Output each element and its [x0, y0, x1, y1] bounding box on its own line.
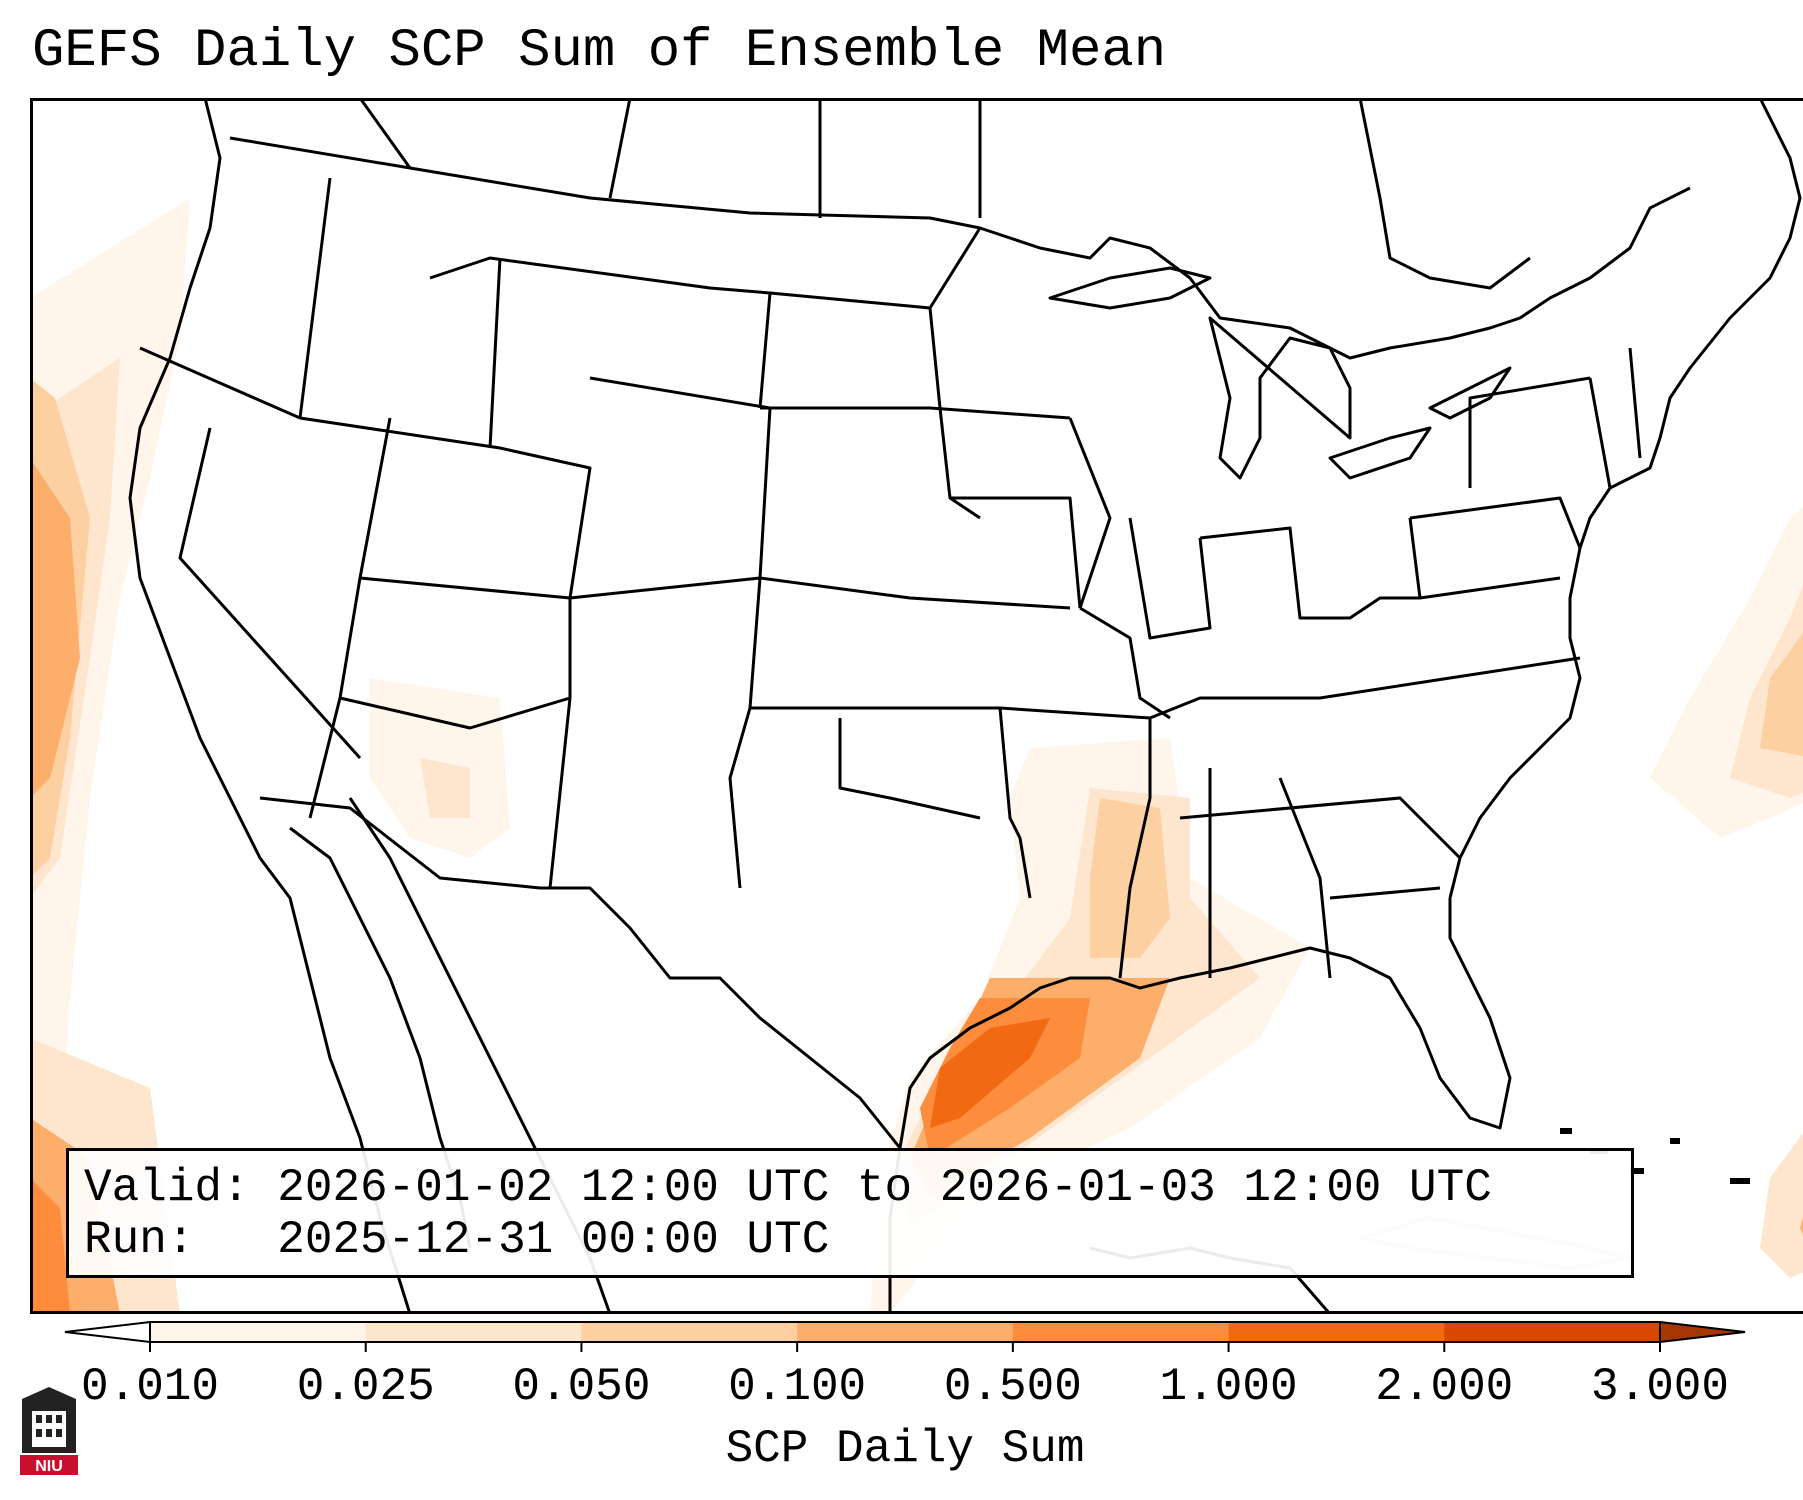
colorbar-label: SCP Daily Sum: [725, 1423, 1085, 1475]
map-panel: [30, 98, 1803, 1314]
colorbar-tick-label: 0.100: [728, 1361, 867, 1413]
colorbar-extend-low: [64, 1320, 151, 1344]
colorbar-tick-label: 0.025: [296, 1361, 435, 1413]
colorbar-segment: [150, 1322, 367, 1342]
valid-time-text: Valid: 2026-01-02 12:00 UTC to 2026-01-0…: [84, 1162, 1492, 1214]
colorbar-tick-label: 2.000: [1375, 1361, 1514, 1413]
colorbar-segment: [797, 1322, 1014, 1342]
logo-text: NIU: [35, 1458, 63, 1475]
colorbar: [64, 1320, 1746, 1352]
colorbar-tick-label: 3.000: [1590, 1361, 1730, 1413]
scp-shading-atlantic: [1650, 507, 1803, 1278]
colorbar-segment: [1228, 1322, 1445, 1342]
colorbar-tick-label: 0.010: [80, 1361, 220, 1413]
colorbar-segment: [581, 1322, 798, 1342]
colorbar-outline: [149, 1321, 1661, 1343]
scp-shading-southwest: [370, 678, 510, 858]
colorbar-segment: [1012, 1322, 1230, 1342]
colorbar-segment: [365, 1322, 582, 1342]
colorbar-segment: [1444, 1322, 1661, 1342]
run-time-text: Run: 2025-12-31 00:00 UTC: [84, 1214, 830, 1266]
scp-shading-pacific: [30, 198, 190, 1314]
colorbar-tick-label: 0.500: [943, 1361, 1082, 1413]
colorbar-extend-high: [1659, 1320, 1746, 1344]
colorbar-tick-label: 0.050: [512, 1361, 651, 1413]
map-frame: [30, 98, 1803, 1314]
colorbar-tick-label: 1.000: [1159, 1361, 1298, 1413]
niu-logo: NIU: [20, 1387, 78, 1475]
map-title: GEFS Daily SCP Sum of Ensemble Mean: [32, 21, 1167, 82]
valid-run-info-box: Valid: 2026-01-02 12:00 UTC to 2026-01-0…: [66, 1148, 1634, 1278]
